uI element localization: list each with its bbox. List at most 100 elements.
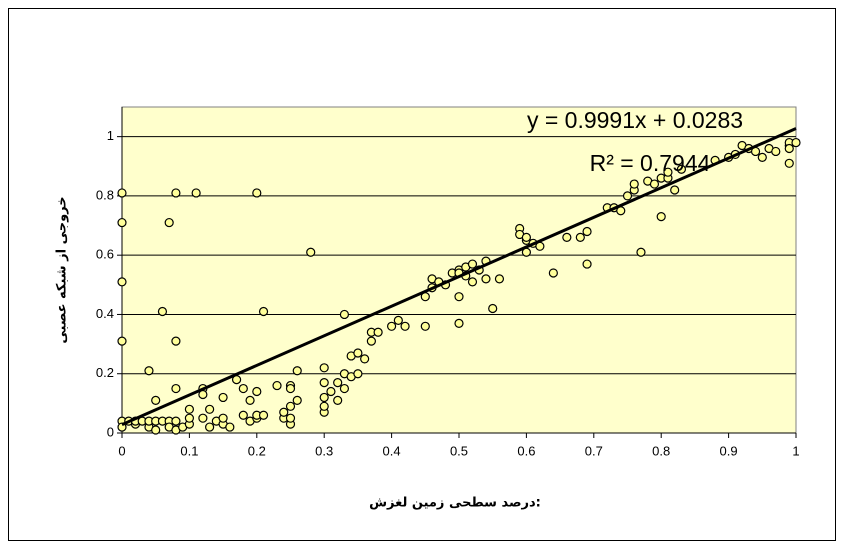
data-point: [205, 404, 215, 414]
data-point: [238, 383, 248, 394]
data-point: [393, 315, 403, 325]
data-point: [157, 306, 168, 317]
data-point: [629, 179, 639, 189]
y-tick-label: 0.8: [96, 187, 114, 202]
x-tick-label: 0.8: [652, 443, 670, 458]
data-point: [225, 422, 235, 432]
data-point: [171, 416, 181, 426]
data-point: [319, 378, 329, 388]
data-point: [494, 274, 505, 284]
y-tick-label: 0: [107, 424, 114, 439]
data-point: [771, 146, 781, 157]
data-point: [400, 321, 410, 331]
data-point: [676, 164, 687, 174]
trendline: [121, 127, 797, 426]
data-point: [258, 410, 269, 420]
data-point: [252, 386, 262, 397]
y-tick-label: 0.4: [96, 306, 114, 321]
trend-equation: y = 0.9991x + 0.0283: [527, 107, 743, 133]
data-point: [649, 179, 660, 189]
data-point: [144, 366, 154, 376]
data-point: [333, 395, 343, 405]
data-point: [198, 413, 208, 423]
data-point: [622, 191, 633, 201]
data-point: [184, 413, 194, 423]
data-point: [562, 232, 572, 242]
data-point: [353, 369, 363, 379]
y-tick-label: 0.6: [96, 247, 114, 262]
data-point: [171, 383, 181, 394]
data-point: [757, 152, 767, 162]
data-point: [454, 318, 464, 328]
x-tick-label: 0.1: [180, 443, 198, 458]
data-point: [373, 327, 383, 337]
data-point: [333, 378, 343, 388]
data-point: [252, 188, 262, 198]
data-point: [205, 422, 215, 432]
data-point: [582, 259, 592, 269]
x-tick-label: 0.6: [517, 443, 535, 458]
x-tick-label: 0.5: [450, 443, 468, 458]
data-point: [171, 336, 181, 346]
data-point: [353, 348, 363, 358]
x-tick-label: 0: [118, 443, 125, 458]
data-point: [292, 395, 302, 405]
data-point: [117, 217, 127, 228]
data-point: [292, 366, 302, 376]
data-point: [366, 336, 376, 346]
plot-area: 0 0.2 0.4 0.6 0.8 1 0 0.1 0.2 0.3 0.4 0.5 0.6 0.7 0.8 0…: [96, 106, 801, 458]
x-tick-label: 0.2: [248, 443, 266, 458]
data-point: [784, 143, 794, 154]
x-axis-title: :درصد سطحی زمین لغزش: [369, 496, 541, 511]
data-point: [218, 413, 228, 423]
data-point: [656, 212, 666, 222]
data-point: [319, 401, 329, 411]
data-point: [467, 277, 478, 287]
data-point: [151, 425, 161, 435]
data-point: [387, 321, 397, 331]
x-tick-label: 0.9: [720, 443, 738, 458]
x-tick-label: 0.4: [383, 443, 401, 458]
data-point: [245, 395, 255, 405]
data-point: [218, 392, 228, 403]
x-tick-label: 1: [792, 443, 799, 458]
data-point: [339, 383, 350, 394]
data-point: [171, 188, 181, 198]
data-point: [285, 383, 296, 394]
data-point: [117, 277, 127, 287]
data-point: [117, 188, 127, 198]
r-squared: R² = 0.7944: [590, 150, 711, 176]
data-point: [326, 386, 336, 397]
y-tick-label: 0.2: [96, 365, 114, 380]
data-point: [285, 413, 296, 423]
data-point: [420, 321, 430, 331]
data-point: [663, 167, 673, 177]
data-point: [582, 226, 592, 237]
data-point: [339, 309, 350, 320]
data-point: [238, 410, 248, 420]
data-point: [467, 259, 478, 269]
x-tick-label: 0.7: [585, 443, 603, 458]
data-point: [319, 392, 329, 403]
data-point: [184, 404, 194, 414]
y-axis-title: خروجی از شبکه عصبی: [55, 196, 70, 343]
data-point: [548, 268, 558, 278]
y-tick-label: 1: [107, 128, 114, 143]
data-point: [636, 247, 646, 257]
data-point: [164, 217, 174, 228]
data-point: [784, 158, 794, 168]
data-point: [670, 185, 680, 195]
data-point: [272, 380, 282, 391]
data-point: [521, 232, 532, 242]
data-point: [481, 274, 491, 284]
data-point: [360, 354, 370, 364]
data-point: [258, 306, 269, 317]
data-point: [454, 292, 464, 302]
data-point: [279, 407, 289, 417]
data-point: [191, 188, 201, 198]
data-point: [791, 137, 801, 148]
data-point: [285, 401, 296, 411]
data-point: [488, 303, 498, 314]
data-point: [117, 336, 127, 346]
